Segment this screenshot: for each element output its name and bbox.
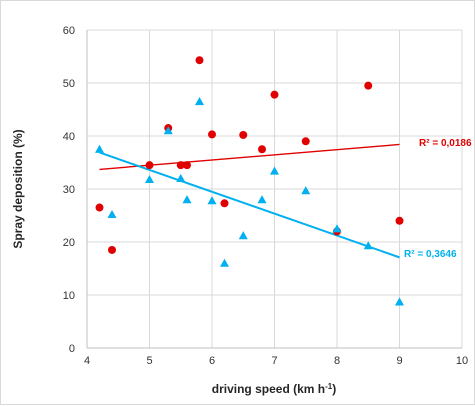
point-series-1 (183, 161, 191, 170)
x-axis-title-sup: -1 (325, 382, 333, 391)
y-tick-label: 20 (63, 237, 75, 249)
point-series-1 (258, 145, 266, 154)
point-series-1 (145, 161, 154, 170)
point-series-1 (364, 81, 373, 90)
point-series-2 (207, 196, 217, 205)
x-tick-label: 7 (271, 355, 277, 367)
point-series-2 (238, 231, 248, 240)
y-tick-label: 60 (63, 25, 75, 37)
point-series-2 (107, 209, 117, 219)
point-series-2 (395, 297, 404, 306)
point-series-1 (270, 90, 279, 99)
point-series-2 (145, 174, 154, 184)
point-series-2 (182, 195, 192, 204)
r2-label-series-2: R² = 0,3646 (404, 249, 457, 260)
point-series-1 (220, 199, 229, 208)
y-tick-label: 40 (63, 131, 75, 143)
y-tick-label: 50 (63, 78, 75, 90)
point-series-2 (220, 258, 229, 267)
point-series-2 (163, 126, 173, 135)
trendline-series-1 (99, 143, 400, 171)
point-series-2 (195, 97, 204, 106)
trendlines (99, 143, 400, 259)
point-series-2 (95, 144, 104, 153)
y-tick-label: 10 (63, 290, 75, 302)
point-series-1 (239, 130, 248, 139)
point-series-1 (208, 130, 216, 139)
point-series-1 (108, 245, 116, 254)
tick-labels: 4 5 6 7 8 9 10 0 10 20 30 40 50 60 (63, 25, 468, 367)
point-series-2 (176, 173, 186, 182)
x-axis-title-main: driving speed (km h (212, 382, 325, 396)
point-series-1 (395, 216, 404, 225)
data-points (95, 56, 404, 306)
grid (86, 29, 463, 349)
point-series-2 (363, 241, 373, 250)
y-axis-title: Spray deposition (%) (11, 129, 25, 248)
point-series-1 (95, 203, 104, 212)
axes (86, 30, 462, 349)
x-tick-label: 6 (209, 355, 215, 367)
point-series-2 (301, 186, 311, 195)
x-tick-label: 5 (146, 355, 152, 367)
x-tick-label: 4 (84, 355, 90, 367)
point-series-1 (176, 161, 185, 170)
y-tick-label: 0 (69, 343, 75, 355)
x-tick-label: 8 (334, 355, 340, 367)
r2-label-series-1: R² = 0,0186 (419, 138, 472, 149)
trendline-series-2 (99, 151, 400, 259)
point-series-2 (332, 224, 342, 233)
point-series-1 (301, 137, 310, 146)
x-axis-title: driving speed (km h-1) (212, 382, 336, 396)
x-tick-label: 9 (396, 355, 402, 367)
point-series-1 (195, 56, 204, 65)
point-series-2 (257, 195, 267, 204)
x-tick-label: 10 (456, 355, 468, 367)
point-series-2 (270, 166, 279, 175)
x-axis-title-suffix: ) (332, 382, 336, 396)
y-tick-label: 30 (63, 184, 75, 196)
